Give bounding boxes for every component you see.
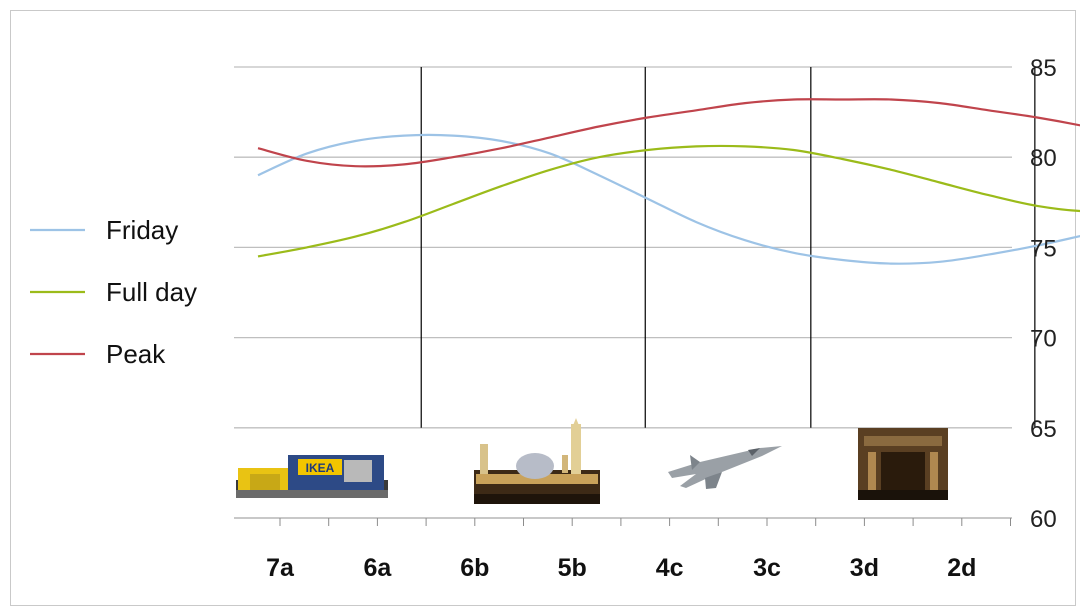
x-axis: 7a 6a 6b 5b 4c 3c 3d 2d xyxy=(266,518,1011,582)
series-line-full-day xyxy=(257,144,1080,258)
gate-monument-photo xyxy=(858,428,948,500)
legend-label: Peak xyxy=(106,339,166,369)
x-tick-label: 2d xyxy=(947,554,976,582)
mosque-photo xyxy=(474,418,600,504)
y-tick-label: 60 xyxy=(1030,506,1057,533)
series-line-friday xyxy=(257,133,1080,265)
marker-lines xyxy=(420,67,1036,428)
y-tick-label: 75 xyxy=(1030,235,1057,262)
y-tick-label: 80 xyxy=(1030,145,1057,172)
legend-label: Friday xyxy=(106,215,178,245)
grid-lines xyxy=(234,66,1012,519)
series-line-peak xyxy=(257,98,1080,168)
x-tick-label: 6a xyxy=(363,554,392,582)
legend: Friday Full day Peak xyxy=(30,215,197,369)
x-tick-label: 4c xyxy=(656,554,684,582)
x-tick-label: 3c xyxy=(753,554,781,582)
x-tick-label: 3d xyxy=(850,554,879,582)
marker-pictures: IKEA xyxy=(236,418,948,504)
ikea-store-photo: IKEA xyxy=(236,455,388,498)
y-tick-label: 70 xyxy=(1030,326,1057,353)
fighter-jet-photo xyxy=(668,446,782,489)
x-tick-label: 6b xyxy=(460,554,489,582)
svg-text:IKEA: IKEA xyxy=(306,461,335,475)
y-tick-label: 65 xyxy=(1030,416,1057,443)
x-tick-label: 5b xyxy=(558,554,587,582)
series-lines xyxy=(257,98,1080,265)
chart-frame xyxy=(10,10,1076,606)
y-tick-label: 85 xyxy=(1030,55,1057,82)
legend-label: Full day xyxy=(106,277,197,307)
x-tick-label: 7a xyxy=(266,554,295,582)
y-axis-ticks: 60 65 70 75 80 85 xyxy=(1030,55,1057,533)
